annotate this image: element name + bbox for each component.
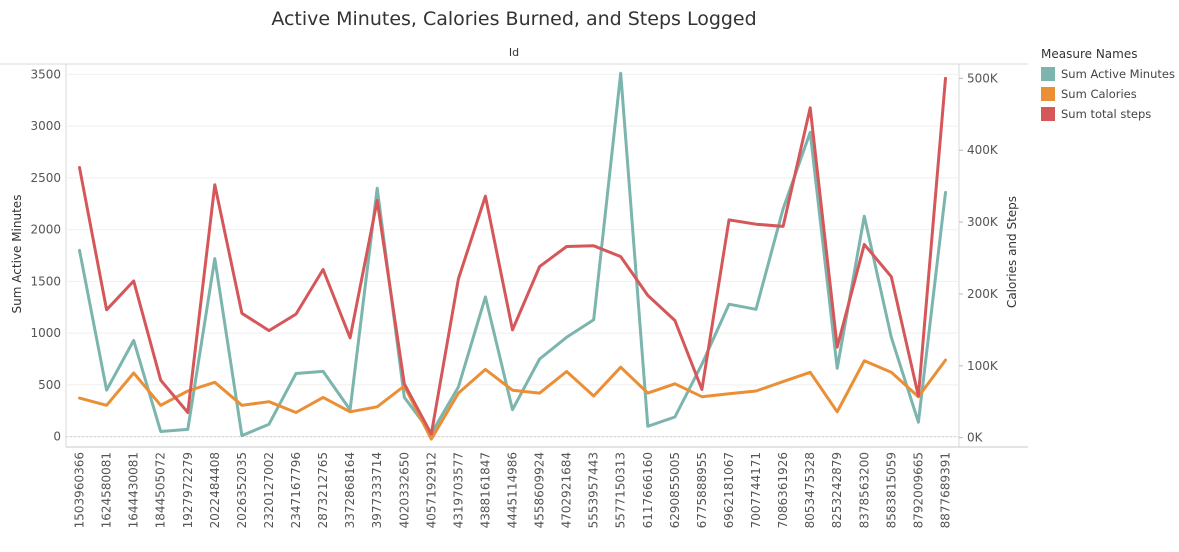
- chart-title: Active Minutes, Calories Burned, and Ste…: [271, 8, 757, 30]
- x-tick-label: 4558609924: [533, 452, 547, 528]
- legend-swatch: [1041, 87, 1055, 101]
- x-tick-label: 2320127002: [262, 452, 276, 528]
- y-tick-label: 1500: [30, 274, 61, 288]
- x-tick-label: 1844505072: [154, 452, 168, 528]
- series-line-sum-calories: [78, 358, 947, 441]
- x-tick-label: 7086361926: [776, 452, 790, 528]
- series-lines: [78, 71, 947, 441]
- x-tick-label: 8877689391: [938, 452, 952, 528]
- x-tick-label: 4445114986: [506, 452, 520, 528]
- y-axis-label: Sum Active Minutes: [10, 195, 24, 314]
- x-tick-label: 6290855005: [668, 452, 682, 528]
- series-line-sum-total-steps: [78, 76, 947, 436]
- plot-frame: [0, 63, 1028, 448]
- x-tick-label: 8378563200: [857, 452, 871, 528]
- x-tick-label: 8253242879: [830, 452, 844, 528]
- x-tick-label: 3977333714: [370, 452, 384, 528]
- y2-tick-label: 0K: [967, 431, 984, 445]
- x-tick-label: 3372868164: [343, 452, 357, 528]
- x-tick-label: 2347167796: [289, 452, 303, 528]
- x-tick-label: 4388161847: [478, 452, 492, 528]
- x-tick-label: 8792009665: [911, 452, 925, 528]
- x-tick-label: 4702921684: [560, 452, 574, 528]
- x-tick-label: 1644430081: [127, 452, 141, 528]
- y-tick-label: 0: [53, 430, 61, 444]
- y-tick-label: 3500: [30, 67, 61, 81]
- x-tick-label: 2022484408: [208, 452, 222, 528]
- x-tick-label: 6117666160: [641, 452, 655, 528]
- x-tick-label: 4020332650: [397, 452, 411, 528]
- right-y-axis: 0K 100K 200K 300K 400K 500K: [959, 71, 999, 445]
- x-tick-label: 7007744171: [749, 452, 763, 528]
- legend-title: Measure Names: [1041, 47, 1138, 61]
- legend-swatch: [1041, 107, 1055, 121]
- gridlines: [66, 73, 959, 438]
- y2-tick-label: 500K: [967, 71, 999, 85]
- y2-tick-label: 100K: [967, 359, 999, 373]
- x-tick-label: 5553957443: [587, 452, 601, 528]
- x-axis: 1503960366 1624580081 1644430081 1844505072…: [73, 452, 953, 528]
- legend-label: Sum Calories: [1061, 87, 1137, 101]
- legend: Measure Names Sum Active Minutes Sum Cal…: [1041, 47, 1175, 124]
- x-tick-label: 2873212765: [316, 452, 330, 528]
- y-tick-label: 2500: [30, 171, 61, 185]
- legend-item-active-minutes[interactable]: Sum Active Minutes: [1041, 64, 1175, 84]
- legend-item-total-steps[interactable]: Sum total steps: [1041, 104, 1175, 124]
- legend-label: Sum Active Minutes: [1061, 67, 1175, 81]
- legend-item-calories[interactable]: Sum Calories: [1041, 84, 1175, 104]
- column-header-label: Id: [508, 46, 520, 59]
- x-tick-label: 4057192912: [424, 452, 438, 528]
- y-tick-label: 3000: [30, 119, 61, 133]
- x-tick-label: 5577150313: [614, 452, 628, 528]
- legend-label: Sum total steps: [1061, 107, 1152, 121]
- left-y-axis: 0 500 1000 1500 2000 2500 3000 3500: [30, 67, 61, 443]
- y2-tick-label: 200K: [967, 287, 999, 301]
- y2-tick-label: 400K: [967, 143, 999, 157]
- x-tick-label: 1503960366: [73, 452, 87, 528]
- x-tick-label: 1927972279: [181, 452, 195, 528]
- legend-swatch: [1041, 67, 1055, 81]
- y2-tick-label: 300K: [967, 215, 999, 229]
- x-tick-label: 4319703577: [451, 452, 465, 528]
- y-tick-label: 500: [38, 378, 61, 392]
- y2-axis-label: Calories and Steps: [1005, 196, 1019, 308]
- y-tick-label: 2000: [30, 223, 61, 237]
- x-tick-label: 8053475328: [803, 452, 817, 528]
- series-line-sum-active-minutes: [78, 71, 947, 438]
- x-tick-label: 8583815059: [884, 452, 898, 528]
- x-tick-label: 1624580081: [100, 452, 114, 528]
- y-tick-label: 1000: [30, 326, 61, 340]
- x-tick-label: 6962181067: [722, 452, 736, 528]
- x-tick-label: 2026352035: [235, 452, 249, 528]
- x-tick-label: 6775888955: [695, 452, 709, 528]
